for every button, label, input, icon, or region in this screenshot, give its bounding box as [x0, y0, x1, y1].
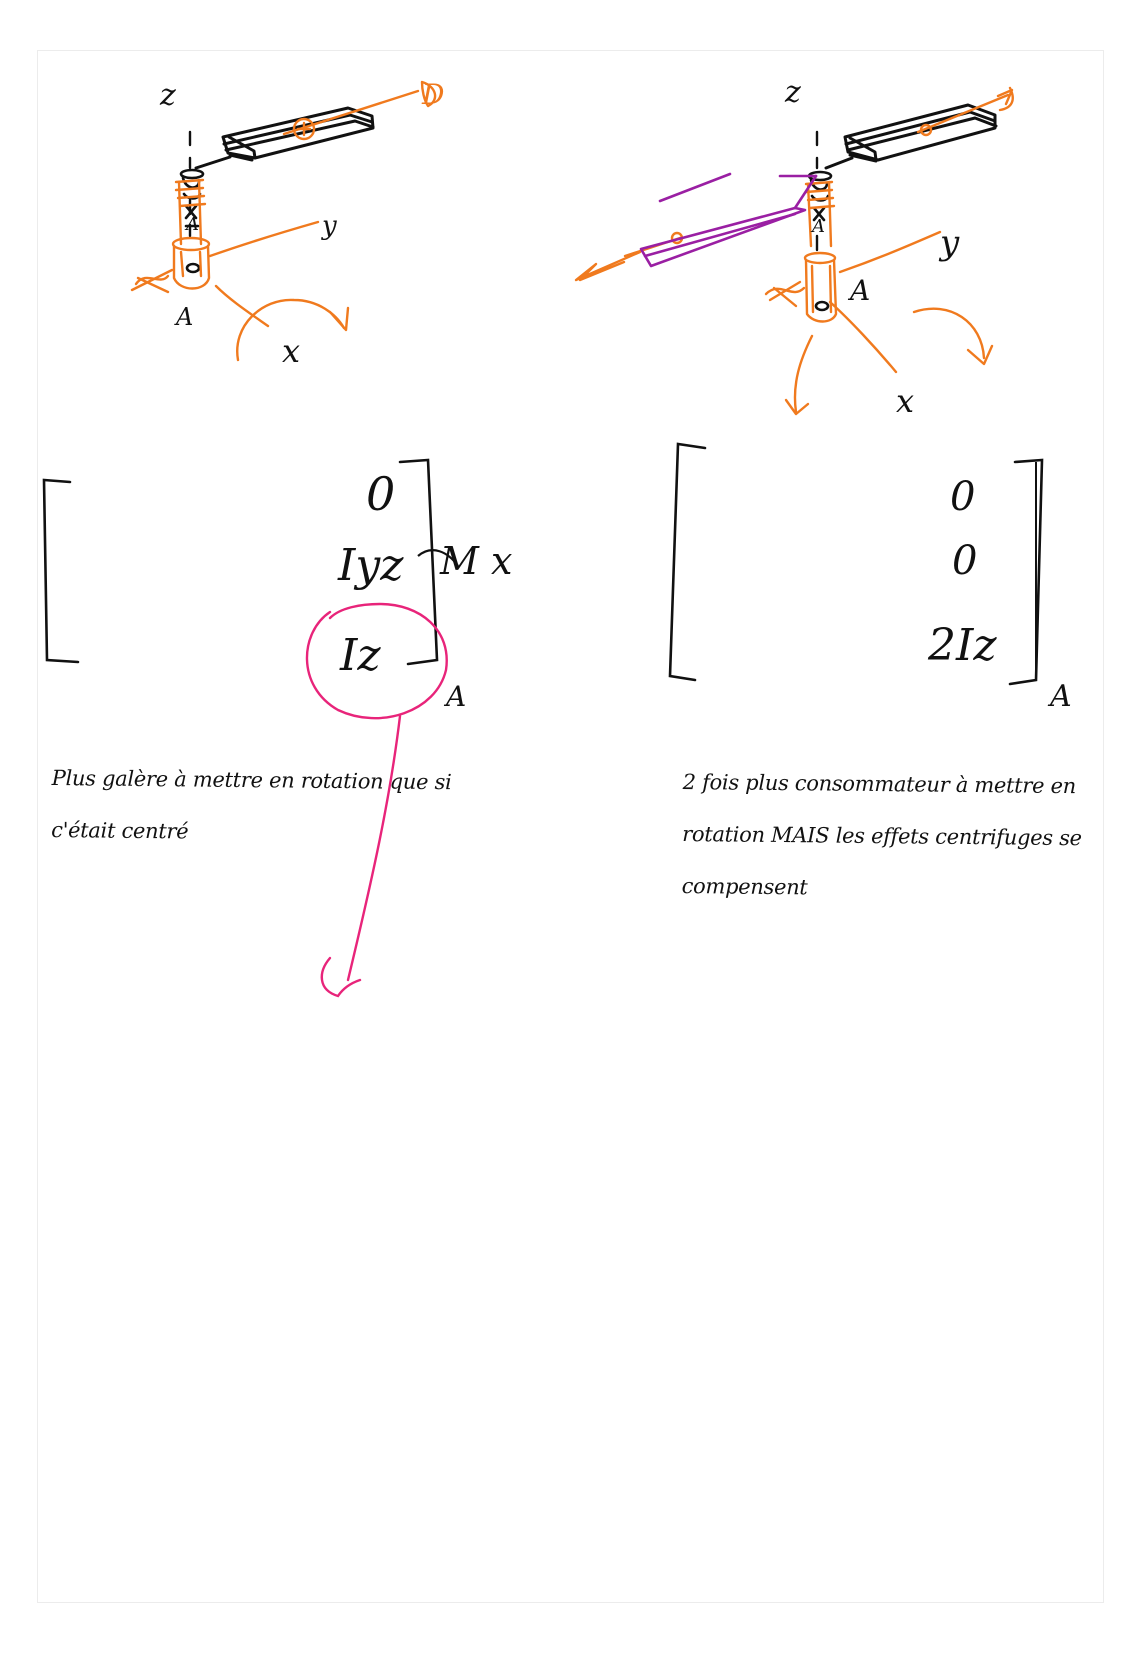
- left-axis-x-label: x: [282, 332, 300, 370]
- right-purple-plate: [639, 172, 818, 268]
- right-sketch: z y x A A: [574, 75, 1014, 420]
- right-matrix-row1: 0: [950, 474, 975, 520]
- right-matrix: 0 0 2Iz A: [668, 442, 1072, 714]
- left-orange-overlay: [130, 80, 437, 362]
- right-matrix-subscript: A: [1047, 679, 1072, 714]
- left-axis-z-label: z: [159, 78, 176, 113]
- left-point-a-upper-label: A: [184, 214, 199, 235]
- right-point-a-label: A: [847, 274, 870, 307]
- right-plate: [824, 103, 998, 170]
- left-matrix-row3: Iz: [339, 630, 381, 681]
- left-matrix-subscript: A: [443, 680, 466, 713]
- right-axis-x-label: x: [896, 382, 914, 420]
- left-matrix-row1: 0: [366, 467, 395, 521]
- right-matrix-left-bracket: [668, 442, 707, 682]
- left-note-line1: Plus galère à mettre en rotation que si: [51, 765, 452, 795]
- right-matrix-right-bracket: [1008, 458, 1044, 686]
- right-matrix-row2: 0: [952, 538, 977, 584]
- left-point-a-label: A: [174, 303, 193, 331]
- left-axis-y-label: y: [321, 211, 337, 241]
- right-axis-y-label: y: [938, 223, 960, 263]
- right-axis-z-label: z: [784, 75, 801, 110]
- left-matrix-row2: Iyz: [337, 540, 404, 591]
- left-note-line2: c'était centré: [51, 817, 189, 844]
- left-matrix-right-bracket: [398, 458, 439, 666]
- left-matrix: 0 Iyz M x Iz A: [42, 458, 512, 998]
- left-note: Plus galère à mettre en rotation que si …: [51, 752, 452, 860]
- left-matrix-left-bracket: [42, 478, 80, 664]
- left-sketch: z y x A A D: [130, 78, 444, 370]
- right-matrix-row3: 2Iz: [927, 620, 997, 671]
- right-note-line2: rotation MAIS les effets centrifuges se: [682, 821, 1082, 851]
- left-plate: [194, 106, 375, 170]
- right-note: 2 fois plus consommateur à mettre en rot…: [681, 756, 1082, 916]
- left-vector-d-label: D: [421, 78, 444, 111]
- left-matrix-side-note: M x: [439, 539, 512, 583]
- right-point-a-upper-label: A: [810, 216, 825, 237]
- left-matrix-connector: [417, 549, 459, 567]
- pink-highlight-arrow: [305, 602, 448, 998]
- right-note-line1: 2 fois plus consommateur à mettre en: [682, 769, 1077, 799]
- right-note-line3: compensent: [681, 873, 808, 900]
